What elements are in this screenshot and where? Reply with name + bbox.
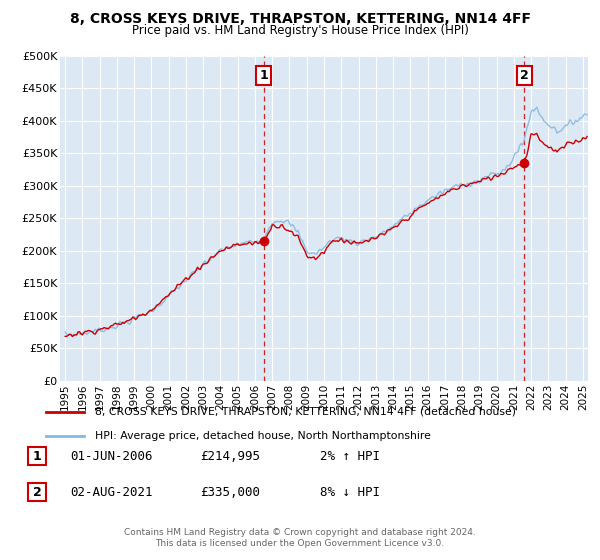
Text: 1: 1 [32,450,41,463]
Text: £335,000: £335,000 [200,486,260,498]
Text: 8% ↓ HPI: 8% ↓ HPI [320,486,380,498]
Text: Contains HM Land Registry data © Crown copyright and database right 2024.
This d: Contains HM Land Registry data © Crown c… [124,528,476,548]
Text: £214,995: £214,995 [200,450,260,463]
FancyBboxPatch shape [28,447,46,465]
Text: 2: 2 [520,69,529,82]
Text: 8, CROSS KEYS DRIVE, THRAPSTON, KETTERING, NN14 4FF: 8, CROSS KEYS DRIVE, THRAPSTON, KETTERIN… [70,12,530,26]
Text: HPI: Average price, detached house, North Northamptonshire: HPI: Average price, detached house, Nort… [95,431,431,441]
FancyBboxPatch shape [28,483,46,501]
Text: 2% ↑ HPI: 2% ↑ HPI [320,450,380,463]
Text: 2: 2 [32,486,41,498]
Text: 8, CROSS KEYS DRIVE, THRAPSTON, KETTERING, NN14 4FF (detached house): 8, CROSS KEYS DRIVE, THRAPSTON, KETTERIN… [95,407,516,417]
Text: Price paid vs. HM Land Registry's House Price Index (HPI): Price paid vs. HM Land Registry's House … [131,24,469,37]
Text: 02-AUG-2021: 02-AUG-2021 [70,486,152,498]
Text: 1: 1 [259,69,268,82]
Text: 01-JUN-2006: 01-JUN-2006 [70,450,152,463]
